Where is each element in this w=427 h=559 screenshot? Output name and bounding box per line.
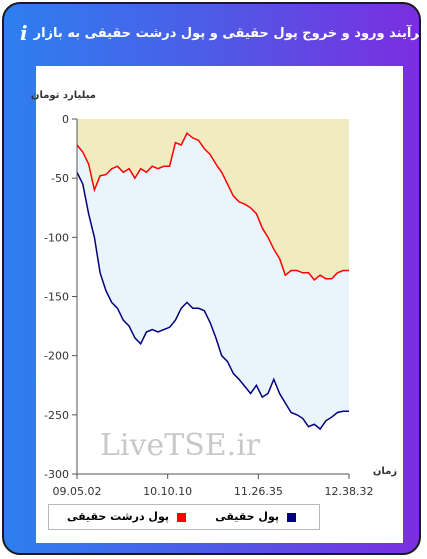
x-tick-label: 09.05.02 — [53, 485, 102, 498]
area-below-real-money — [77, 172, 349, 475]
x-axis-label: زمان — [373, 466, 397, 477]
line-large-real-money — [76, 132, 349, 281]
line-real-money — [76, 171, 349, 431]
y-tick-label: -50 — [51, 172, 69, 185]
y-tick-label: -300 — [44, 468, 69, 481]
x-tick-label: 11.26.35 — [234, 485, 283, 498]
y-tick-label: 0 — [62, 113, 69, 126]
y-tick-label: -150 — [44, 291, 69, 304]
info-icon[interactable]: i — [20, 21, 28, 45]
y-tick-label: -100 — [44, 231, 69, 244]
x-tick-label: 12.38.32 — [325, 485, 374, 498]
chart-title: برآیند ورود و خروج پول حقیقی و پول درشت … — [33, 25, 421, 41]
legend-label-large-real-money: پول درشت حقیقی — [66, 510, 169, 523]
legend-label-real-money: پول حقیقی — [215, 510, 279, 523]
chart-legend: پول حقیقی پول درشت حقیقی — [48, 504, 320, 530]
chart-header: 🔗 برآیند ورود و خروج پول حقیقی و پول درش… — [20, 18, 419, 48]
y-tick-label: -250 — [44, 409, 69, 422]
legend-swatch-real-money — [287, 513, 296, 522]
y-axis-label: میلیارد تومان — [31, 90, 96, 101]
x-tick-label: 10.10.10 — [143, 485, 192, 498]
legend-swatch-large-real-money — [177, 513, 186, 522]
y-tick-label: -200 — [44, 350, 69, 363]
area-between-series — [77, 133, 349, 429]
watermark: LiveTSE.ir — [100, 428, 261, 463]
